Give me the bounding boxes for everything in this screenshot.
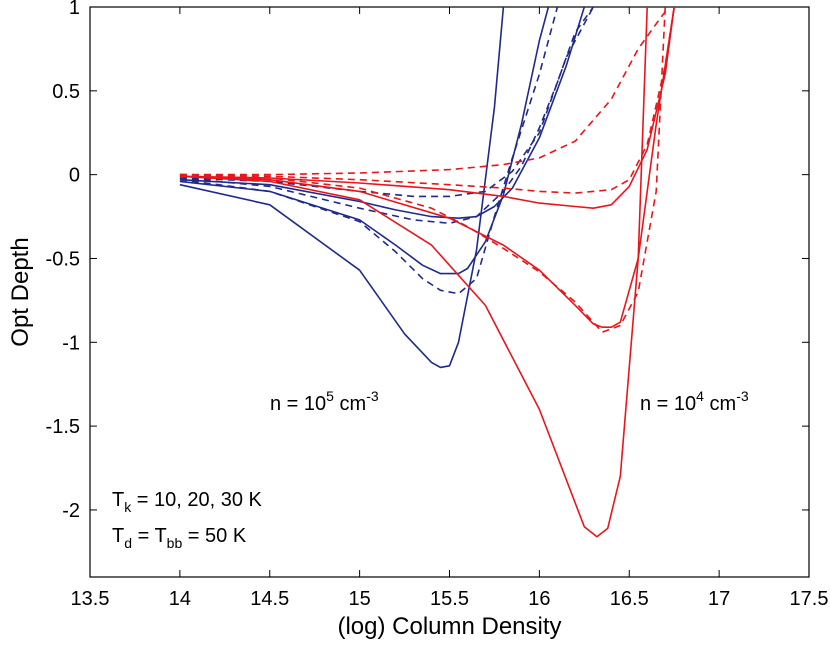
series-line-red-dashed-10	[179, 7, 666, 334]
x-tick-label: 14.5	[250, 588, 289, 610]
annotation-n-high: n = 105 cm-3	[270, 388, 379, 415]
series-line-red-dashed-11	[179, 7, 675, 194]
series-line-red-solid-9	[179, 7, 675, 209]
axis-ticks: 13.5 14 14.5 15 15.5 16 16.5 17 17.5 1 0.5 0 -0.5 -1 -…	[46, 0, 829, 610]
y-tick-label: -1	[62, 332, 80, 354]
x-tick-label: 15	[349, 588, 371, 610]
x-tick-label: 16	[528, 588, 550, 610]
annotation-tk: Tk = 10, 20, 30 K	[112, 489, 263, 515]
annotation-td: Td = Tbb = 50 K	[112, 525, 247, 551]
x-tick-label: 16.5	[610, 588, 649, 610]
annotation-n-low: n = 104 cm-3	[640, 388, 749, 415]
series-line-blue-solid-2	[179, 7, 550, 275]
x-tick-label: 17	[708, 588, 730, 610]
x-tick-label: 17.5	[790, 588, 829, 610]
x-tick-label: 15.5	[430, 588, 469, 610]
series-line-blue-solid-1	[179, 7, 505, 369]
y-tick-label: -0.5	[46, 248, 80, 270]
y-tick-label: 0	[69, 165, 80, 187]
series-layer	[179, 7, 675, 538]
series-line-blue-solid-3	[179, 7, 586, 219]
series-line-red-solid-8	[179, 7, 675, 329]
y-axis-label: Opt Depth	[7, 237, 34, 346]
series-line-red-solid-7	[179, 7, 648, 538]
y-tick-label: 0.5	[52, 81, 80, 103]
x-tick-label: 14	[169, 588, 191, 610]
y-tick-label: -2	[62, 500, 80, 522]
y-tick-label: -1.5	[46, 416, 80, 438]
y-tick-label: 1	[69, 0, 80, 19]
x-axis-label: (log) Column Density	[337, 613, 561, 640]
series-line-blue-dashed-4	[179, 7, 559, 295]
series-line-red-dashed-12	[179, 7, 670, 176]
x-tick-label: 13.5	[71, 588, 110, 610]
series-line-blue-dashed-6	[179, 7, 595, 198]
